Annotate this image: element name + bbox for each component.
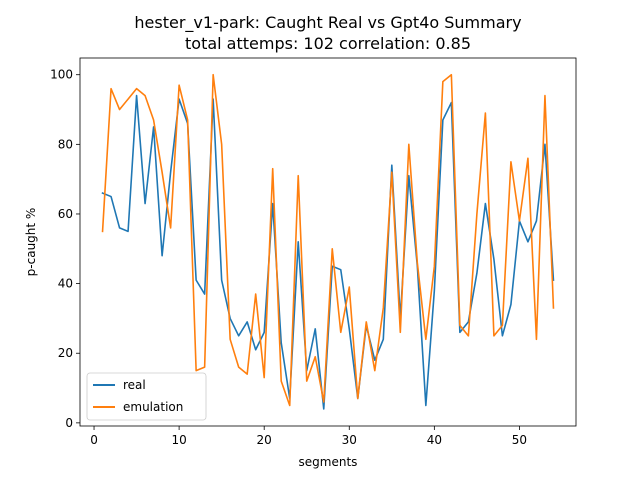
x-tick-label: 0 [90, 433, 98, 447]
y-tick-label: 80 [58, 137, 73, 151]
x-tick-label: 30 [342, 433, 357, 447]
series-line-emulation [101, 73, 555, 407]
y-axis-label: p-caught % [24, 208, 38, 277]
y-tick-label: 60 [58, 207, 73, 221]
plot-series [101, 73, 555, 410]
x-tick-label: 10 [171, 433, 186, 447]
y-tick-label: 40 [58, 277, 73, 291]
y-tick-label: 100 [50, 68, 73, 82]
legend: real emulation [86, 372, 207, 421]
chart-title: hester_v1-park: Caught Real vs Gpt4o Sum… [134, 13, 521, 33]
plot-frame [79, 57, 577, 427]
x-axis-label: segments [299, 455, 358, 469]
x-tick-label: 50 [512, 433, 527, 447]
y-tick-label: 0 [65, 416, 73, 430]
x-tick-label: 40 [427, 433, 442, 447]
chart-subtitle: total attemps: 102 correlation: 0.85 [185, 34, 471, 53]
y-tick-label: 20 [58, 346, 73, 360]
x-tick-label: 20 [257, 433, 272, 447]
legend-label-emulation: emulation [123, 400, 183, 414]
legend-box [86, 372, 207, 421]
axis-ticks: 0 10 20 30 40 50 0 20 40 60 80 100 [50, 68, 527, 447]
legend-label-real: real [123, 378, 146, 392]
